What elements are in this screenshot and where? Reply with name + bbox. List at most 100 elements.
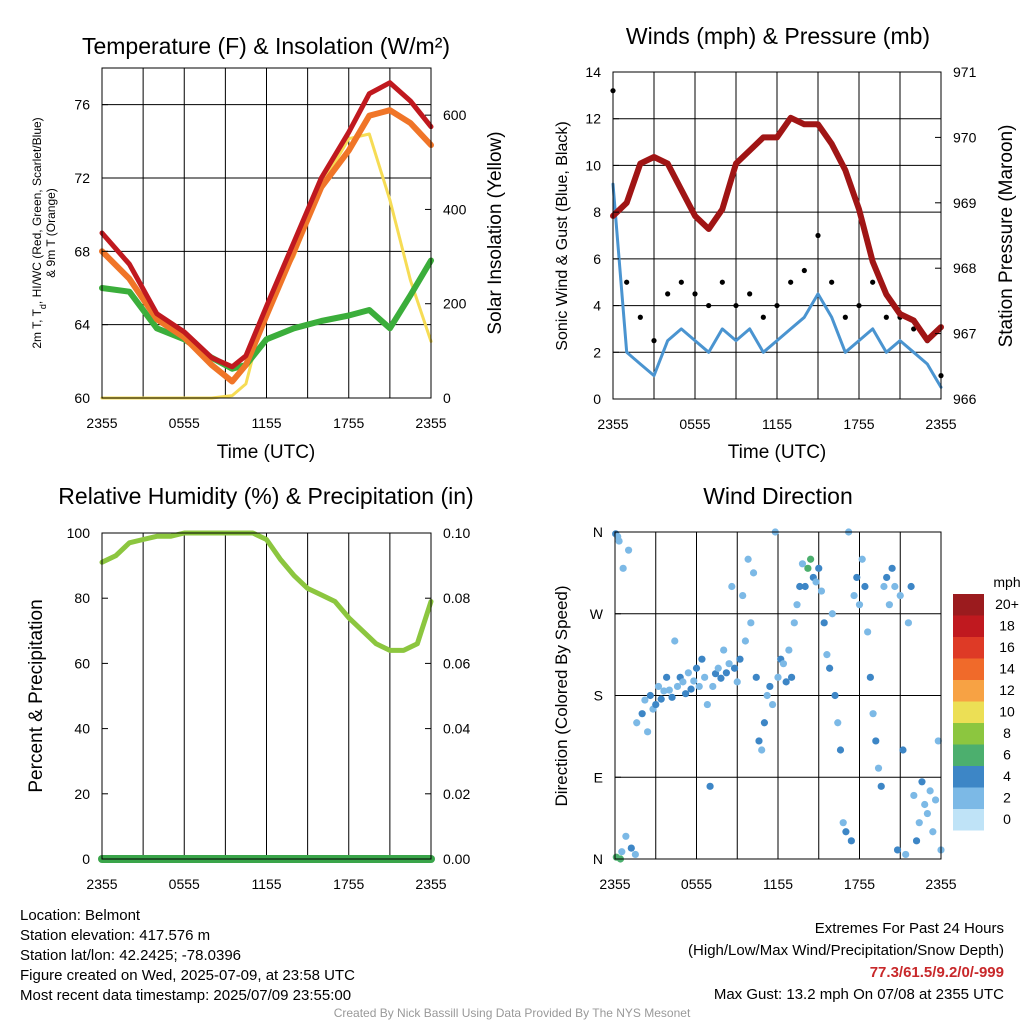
gust-point [788,279,794,285]
speed-legend-title: mph [993,574,1020,590]
direction-point [823,651,831,659]
legend-swatch-3 [953,658,984,680]
gust-point [651,338,657,344]
direction-point [893,846,902,854]
time-tick-label-1-2: 1155 [251,415,281,431]
time-tick-label-2-1: 0555 [679,416,710,432]
direction-point [904,619,913,627]
legend-label-6: 8 [1003,725,1011,741]
time-tick-label-3-4: 2355 [415,876,446,892]
direction-point [866,673,874,681]
direction-point [847,837,855,845]
left-tick-label-1-0: 60 [74,390,90,406]
right-tick-label-1-2: 400 [443,201,467,217]
direction-point [744,555,752,563]
direction-point [921,800,929,809]
direction-point [798,560,807,568]
direction-point [684,669,692,677]
legend-swatch-0 [953,594,984,616]
pressure-right-axis-label: Station Pressure (Maroon) [996,125,1017,348]
left-tick-label-1-1: 64 [74,317,90,333]
right-tick-label-1-0: 0 [443,390,451,406]
direction-point [872,737,880,745]
gust-point [856,302,862,309]
gust-point [665,291,671,297]
legend-label-7: 6 [1003,747,1011,763]
legend-swatch-1 [953,615,984,637]
direction-point [891,582,899,591]
speed-legend: 20+ 18 16 14 12 10 8 6 4 2 0 [953,594,1019,831]
direction-point [801,582,809,591]
humidity-plot-frame [101,532,432,860]
left-tick-label-2-3: 6 [593,251,601,267]
right-tick-label-3-0: 0.00 [443,851,470,867]
humidity-panel-title: Relative Humidity (%) & Precipitation (i… [58,483,473,509]
direction-point [864,628,872,636]
gust-point [747,291,753,297]
direction-point [782,678,790,686]
direction-point [687,685,695,693]
time-tick-label-1-4: 2355 [415,415,446,431]
winds-x-axis-label: Time (UTC) [728,442,827,463]
legend-label-3: 14 [999,661,1015,677]
temperature-panel-title: Temperature (F) & Insolation (W/m²) [82,33,450,59]
time-tick-label-3-0: 2355 [86,876,117,892]
winds-left-axis-label: Sonic Wind & Gust (Blue, Black) [554,121,571,350]
right-tick-label-3-5: 0.10 [443,525,470,541]
direction-point [660,687,668,695]
sonic-wind-line [611,182,943,389]
direction-point [915,819,923,827]
direction-point [633,719,641,727]
direction-point [931,796,940,804]
legend-swatch-7 [953,744,984,766]
extremes-block: Extremes For Past 24 Hours (High/Low/Max… [688,918,1004,1006]
right-tick-label-3-3: 0.06 [443,655,470,671]
right-tick-label-1-1: 200 [443,296,467,312]
direction-point [733,678,741,686]
direction-point [760,719,769,727]
elevation-text: Station elevation: 417.576 m [20,927,211,944]
time-tick-label-2-3: 1755 [843,416,874,432]
direction-point [831,691,839,700]
gust-point [829,279,835,285]
temperature-panel: Temperature (F) & Insolation (W/m²) 60 64… [30,33,506,463]
left-tick-label-4-0: N [593,851,603,867]
time-tick-label-3-1: 0555 [169,876,200,892]
wind-direction-panel-title: Wind Direction [703,483,853,509]
direction-point [853,573,861,582]
direction-point [668,693,676,701]
left-tick-label-2-1: 2 [593,344,601,360]
direction-point [631,850,639,859]
left-tick-label-2-7: 14 [585,64,601,80]
extremes-title: Extremes For Past 24 Hours [814,920,1004,937]
direction-point [861,582,869,591]
time-tick-label-4-0: 2355 [599,876,630,892]
left-tick-label-2-6: 12 [585,111,601,127]
time-tick-label-1-0: 2355 [86,415,117,431]
winds-panel-title: Winds (mph) & Pressure (mb) [626,23,930,49]
direction-point [741,637,750,645]
direction-point [855,601,864,609]
direction-point [646,691,654,700]
direction-point [747,619,755,627]
left-tick-label-3-0: 0 [82,851,90,867]
time-tick-label-4-2: 1155 [763,876,793,892]
temperature-left-axis-label-line2: & 9m T (Orange) [44,188,58,278]
direction-point [815,564,823,572]
gust-point [733,302,739,309]
legend-swatch-5 [953,701,984,723]
direction-point [828,610,836,618]
left-tick-label-4-2: S [594,688,603,704]
legend-label-9: 2 [1003,790,1011,806]
direction-point [722,669,730,677]
direction-point [766,682,774,691]
max-gust-text: Max Gust: 13.2 mph On 07/08 at 2355 UTC [713,986,1004,1003]
direction-point [826,664,834,672]
left-tick-label-2-2: 4 [593,298,601,314]
winds-plot-frame [612,71,942,400]
wind-direction-left-axis-label: Direction (Colored By Speed) [552,585,571,806]
direction-point [615,537,623,545]
left-tick-label-3-2: 40 [74,721,90,737]
direction-point [817,587,826,595]
legend-swatch-2 [953,637,984,659]
